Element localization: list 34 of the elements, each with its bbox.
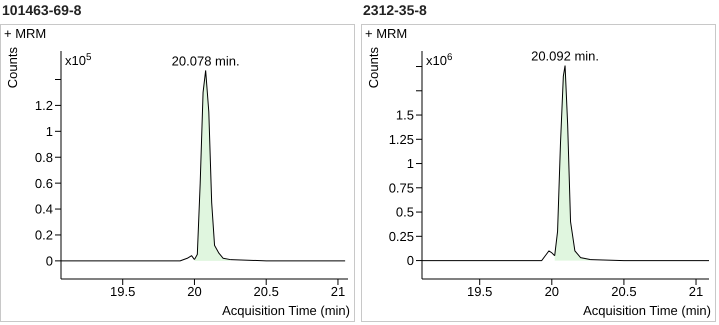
x-tick-label: 20	[544, 284, 560, 300]
y-tick-label: 1.5	[396, 108, 414, 123]
y-tick-label: 0.25	[388, 228, 414, 244]
y-tick-label: 0.75	[388, 180, 414, 196]
chart-title: 2312-35-8	[363, 2, 427, 18]
annotation: x10$^{5}$	[65, 52, 92, 68]
y-tick-label: 0.5	[396, 204, 414, 220]
text: + MRM	[365, 26, 408, 41]
x-tick-label: 20.5	[254, 284, 279, 300]
y-axis-title: Counts	[366, 46, 381, 88]
x-tick-label: 21	[330, 284, 346, 300]
y-tick-label: 1.2	[34, 98, 53, 114]
x-axis-title: Acquisition Time (min)	[222, 303, 350, 318]
x-tick-label: 19.5	[110, 284, 136, 300]
y-tick-label: 1.25	[388, 132, 414, 147]
y-tick-label: 0.2	[34, 228, 53, 243]
x-tick-label: 21	[688, 284, 704, 300]
x-tick-label: 20	[187, 284, 202, 300]
chart-title: 101463-69-8	[2, 2, 82, 18]
y-tick-label: 0.4	[34, 202, 53, 217]
x-tick-label: 20.5	[611, 284, 637, 300]
y-tick-label: 0.8	[34, 150, 53, 165]
y-axis-title: Counts	[5, 46, 20, 88]
text: + MRM	[4, 26, 46, 41]
annotation: x10$^{6}$	[426, 52, 452, 68]
x-axis-title: Acquisition Time (min)	[583, 303, 711, 318]
y-tick-label: 0.6	[34, 176, 53, 191]
annotation: 20.078 min.	[172, 53, 240, 68]
y-tick-label: 1	[46, 124, 53, 139]
y-tick-label: 0	[406, 253, 414, 268]
y-tick-label: 1	[406, 156, 414, 172]
annotation: 20.092 min.	[531, 48, 600, 64]
x-tick-label: 19.5	[467, 284, 492, 300]
y-tick-label: 0	[46, 253, 53, 268]
